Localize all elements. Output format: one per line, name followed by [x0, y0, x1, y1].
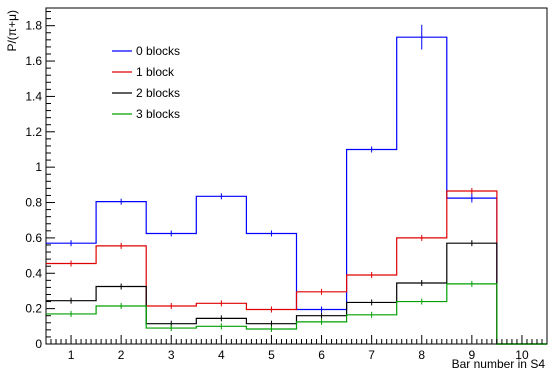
legend-item: 0 blocks — [112, 44, 180, 58]
y-tick-label: 0.4 — [25, 266, 42, 280]
x-tick-label: 9 — [469, 348, 476, 362]
x-tick-label: 1 — [68, 348, 75, 362]
legend-label: 1 block — [136, 65, 175, 79]
series-2 — [46, 240, 547, 345]
y-tick-label: 0.8 — [25, 196, 42, 210]
series-line — [46, 190, 547, 345]
x-tick-label: 7 — [368, 348, 375, 362]
legend-item: 1 block — [112, 65, 175, 79]
y-tick-label: 1 — [35, 160, 42, 174]
y-axis-title: P/(π+μ) — [5, 10, 19, 52]
legend-label: 3 blocks — [136, 107, 180, 121]
legend-label: 0 blocks — [136, 44, 180, 58]
series-1 — [46, 188, 547, 345]
y-tick-label: 1.2 — [25, 125, 42, 139]
x-tick-label: 2 — [118, 348, 125, 362]
x-tick-label: 6 — [318, 348, 325, 362]
x-tick-label: 8 — [418, 348, 425, 362]
series-line — [46, 242, 547, 345]
x-tick-label: 3 — [168, 348, 175, 362]
legend-item: 3 blocks — [112, 107, 180, 121]
y-tick-label: 0.6 — [25, 231, 42, 245]
series-line — [46, 36, 547, 345]
x-tick-label: 5 — [268, 348, 275, 362]
x-axis-title: Bar number in S4 — [452, 357, 546, 371]
legend-item: 2 blocks — [112, 86, 180, 100]
y-tick-label: 1.4 — [25, 89, 42, 103]
y-tick-label: 0.2 — [25, 302, 42, 316]
y-tick-label: 1.6 — [25, 54, 42, 68]
x-tick-label: 10 — [515, 348, 529, 362]
y-tick-label: 1.8 — [25, 19, 42, 33]
x-tick-label: 4 — [218, 348, 225, 362]
series-0 — [46, 24, 547, 345]
series-3 — [46, 280, 547, 345]
series-line — [46, 283, 547, 345]
legend-label: 2 blocks — [136, 86, 180, 100]
y-tick-label: 0 — [35, 337, 42, 351]
